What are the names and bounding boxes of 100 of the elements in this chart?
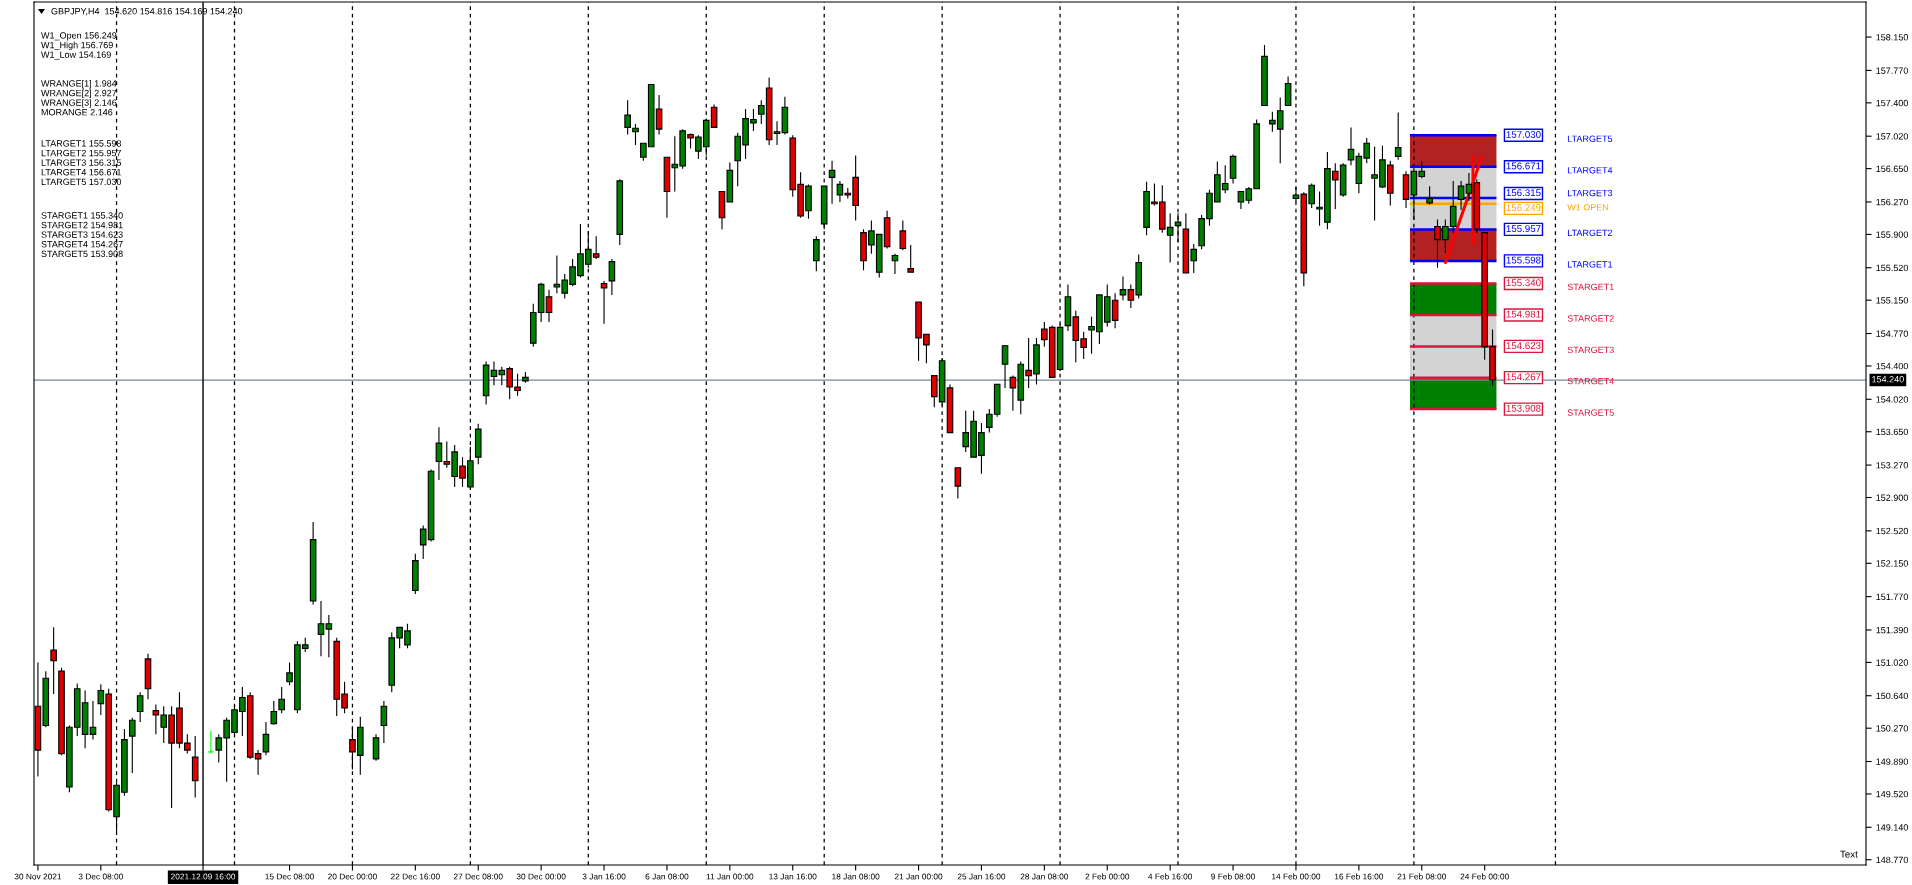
annotation: WRANGE[1] 1.984 WRANGE[2] 2.927 WRANGE[3] 2.146 MORANGE 2.146 [41, 80, 117, 116]
annotation: W1_Open 156.249 W1_High 156.769 W1_Low 154.169 [41, 32, 117, 60]
candlestick [136, 691, 144, 723]
y-tick-label: 151.020 [1876, 659, 1908, 666]
ref-line-label: 155.340 [1506, 279, 1541, 287]
x-tick-label: 3 Dec 08:00 [78, 873, 123, 880]
y-tick-label: 157.770 [1876, 67, 1908, 74]
y-tick-label: 149.140 [1876, 824, 1908, 831]
annotation: LTARGET1 155.598 LTARGET2 155.957 LTARGET3 156.315 LTARGET4 156.671 LTARGET5 157.030 [41, 140, 122, 185]
candlestick [278, 686, 285, 714]
x-tick-label: 30 Dec 00:00 [516, 873, 566, 880]
x-tick-label: 18 Jan 08:00 [832, 873, 880, 880]
y-tick-label: 151.390 [1876, 626, 1908, 634]
x-tick-label: 4 Feb 16:00 [1148, 873, 1193, 880]
candlestick [899, 219, 907, 251]
y-tick-label: 150.270 [1876, 725, 1908, 732]
x-tick-label: 21 Jan 00:00 [894, 873, 943, 880]
x-tick-label: 15 Dec 08:00 [265, 873, 314, 880]
annotation: STARGET1 155.340 STARGET2 154.981 STARGET3 154.623 STARGET4 154.267 STARGET5 153.908 [41, 212, 123, 257]
x-tick-label: 27 Dec 08:00 [453, 873, 503, 880]
candlestick [1457, 180, 1465, 211]
x-tick-label: 13 Jan 16:00 [769, 873, 817, 880]
candlestick [1229, 154, 1237, 185]
annotation: STARGET1 [1567, 283, 1614, 291]
y-tick-label: 149.520 [1876, 790, 1908, 798]
candlestick [522, 371, 529, 384]
y-tick-label: 157.020 [1876, 133, 1908, 140]
candlestick [907, 244, 914, 273]
x-tick-label: 9 Feb 08:00 [1211, 873, 1255, 880]
x-tick-label: 6 Jan 08:00 [645, 873, 689, 880]
x-tick-label: 3 Jan 16:00 [582, 873, 626, 880]
candlestick [608, 258, 616, 296]
y-tick-label: 154.400 [1876, 362, 1908, 370]
candlestick [1261, 44, 1268, 107]
candlestick [50, 626, 57, 695]
annotation: LTARGET2 [1567, 229, 1613, 237]
candlestick [412, 553, 419, 595]
ref-line-label: 155.598 [1506, 256, 1541, 264]
x-tick-label: 28 Jan 08:00 [1020, 873, 1069, 880]
candlestick [632, 123, 639, 146]
y-tick-label: 152.520 [1876, 527, 1908, 535]
annotation: Text [1840, 850, 1858, 858]
candlestick [380, 700, 388, 744]
candlestick [624, 99, 631, 135]
ref-line-label: 155.957 [1506, 225, 1541, 233]
candlestick [207, 730, 215, 755]
ref-line-label: 156.671 [1506, 162, 1541, 170]
y-tick-label: 156.270 [1876, 198, 1908, 206]
candlestick [270, 700, 278, 726]
annotation: STARGET2 [1567, 315, 1614, 322]
y-tick-label: 155.900 [1876, 231, 1908, 238]
x-tick-label: 2021.12.09 16:00 [171, 873, 236, 880]
y-tick-label: 154.770 [1876, 330, 1908, 337]
annotation: LTARGET5 [1567, 135, 1613, 142]
candlestick [191, 735, 199, 799]
y-tick-label: 152.900 [1876, 494, 1908, 501]
x-tick-label: 25 Jan 16:00 [957, 873, 1006, 880]
annotation: W1 OPEN [1567, 204, 1609, 211]
candlestick [828, 160, 836, 205]
y-tick-label: 153.650 [1876, 428, 1908, 436]
x-tick-label: 30 Nov 2021 [14, 873, 62, 880]
y-tick-label: 154.020 [1876, 396, 1908, 403]
y-tick-label: 150.640 [1876, 692, 1908, 700]
candlestick [1426, 185, 1433, 206]
candlestick [309, 521, 317, 606]
annotation: STARGET5 [1567, 409, 1614, 416]
y-tick-label: 153.270 [1876, 462, 1908, 469]
ref-line-label: 156.249 [1506, 204, 1541, 211]
y-tick-label: 151.770 [1876, 593, 1908, 600]
x-tick-label: 2 Feb 00:00 [1085, 873, 1130, 880]
x-tick-label: 11 Jan 00:00 [706, 873, 754, 880]
ref-line-label: 154.981 [1506, 310, 1541, 318]
x-tick-label: 16 Feb 16:00 [1334, 873, 1384, 880]
candlestick [616, 178, 624, 246]
x-tick-label: 22 Dec 16:00 [390, 873, 440, 880]
ref-line-label: 156.315 [1506, 189, 1541, 197]
candlestick [144, 653, 152, 700]
x-tick-label: 14 Feb 00:00 [1272, 873, 1321, 880]
candlestick [1001, 344, 1009, 389]
y-tick-label: 155.150 [1876, 297, 1908, 304]
candlestick [813, 235, 820, 272]
candlestick [474, 423, 482, 465]
candlestick [1394, 111, 1402, 161]
x-tick-label: 20 Dec 00:00 [328, 873, 377, 880]
y-tick-label: 152.150 [1876, 560, 1908, 567]
y-tick-label: 158.150 [1876, 34, 1908, 41]
ref-line-label: 153.908 [1506, 404, 1541, 412]
annotation: STARGET4 [1567, 377, 1614, 385]
ref-line-label: 154.623 [1506, 342, 1541, 350]
ref-line-label: 154.240 [1872, 376, 1904, 383]
x-tick-label: 21 Feb 08:00 [1397, 873, 1446, 880]
candlestick [600, 280, 608, 325]
ref-line-label: 154.267 [1506, 373, 1541, 381]
annotation: LTARGET4 [1567, 167, 1613, 174]
ref-line-label: 157.030 [1506, 131, 1541, 138]
candlestick [1284, 75, 1292, 107]
candlestick [891, 253, 899, 275]
candlestick [372, 733, 380, 762]
annotation: STARGET3 [1567, 346, 1614, 354]
y-tick-label: 156.650 [1876, 165, 1908, 172]
